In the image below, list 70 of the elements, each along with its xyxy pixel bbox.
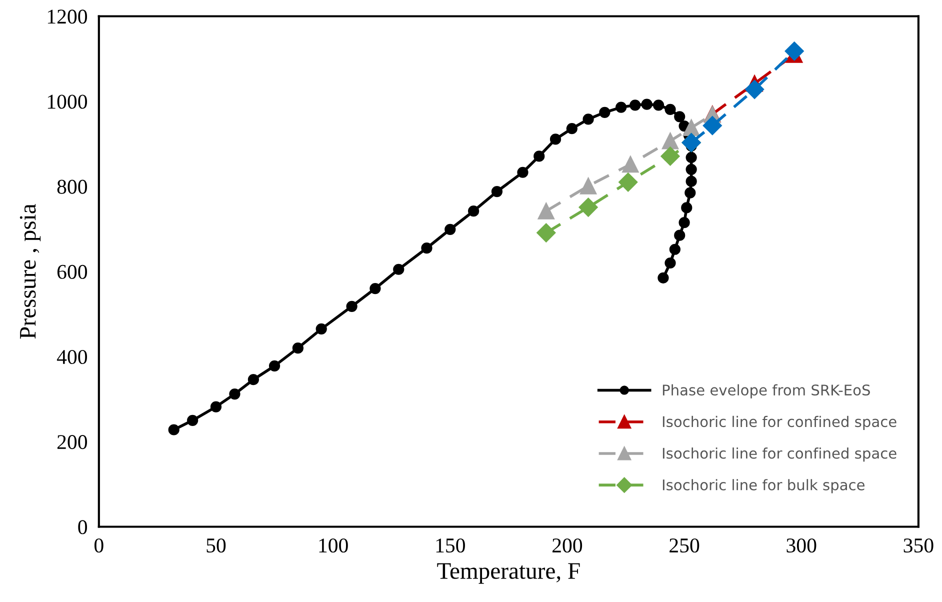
y-tick-label: 0 — [78, 520, 88, 534]
x-tick-label: 200 — [552, 538, 582, 553]
point — [393, 264, 404, 275]
point — [622, 156, 639, 173]
point — [421, 242, 432, 254]
point — [468, 206, 480, 217]
x-tick-label: 100 — [319, 538, 348, 553]
y-tick-label: 800 — [57, 180, 88, 194]
point — [534, 150, 545, 162]
point — [536, 223, 556, 242]
point — [641, 98, 652, 110]
point — [268, 360, 280, 372]
point — [686, 176, 697, 187]
point — [684, 187, 696, 198]
point — [784, 42, 804, 61]
point — [702, 116, 722, 136]
legend-label: Phase evelope from SRK-EoS — [662, 384, 870, 398]
point — [248, 374, 260, 386]
point — [662, 132, 679, 150]
point — [580, 178, 597, 194]
point — [658, 272, 669, 284]
point — [550, 134, 562, 145]
y-tick-label: 400 — [56, 350, 88, 364]
point — [674, 111, 686, 122]
x-tick-label: 50 — [206, 538, 226, 553]
x-axis-title: Temperature, F — [437, 563, 580, 584]
point — [616, 102, 627, 113]
x-tick-label: 0 — [94, 538, 104, 553]
point — [664, 257, 676, 269]
point — [370, 282, 381, 294]
point — [618, 172, 638, 192]
y-tick-label: 1000 — [48, 94, 88, 109]
point — [681, 202, 692, 214]
point — [346, 300, 358, 312]
y-axis-title: Pressure , psia — [20, 204, 41, 339]
point — [578, 198, 598, 217]
point — [444, 224, 456, 235]
point — [669, 244, 680, 255]
point — [745, 80, 764, 99]
y-tick-label: 600 — [57, 264, 88, 279]
point — [187, 414, 198, 426]
point — [517, 166, 528, 178]
point — [168, 424, 180, 436]
point — [630, 100, 641, 111]
x-tick-label: 300 — [786, 538, 816, 553]
point — [316, 323, 327, 334]
legend-label: Isochoric line for bulk space — [662, 479, 865, 494]
point — [292, 342, 304, 354]
point — [674, 230, 686, 241]
point — [678, 217, 690, 228]
legend-label: Isochoric line for confined space — [662, 416, 896, 430]
point — [229, 388, 240, 400]
y-tick-label: 200 — [57, 435, 88, 450]
point — [664, 104, 676, 115]
point — [538, 202, 554, 220]
x-tick-label: 250 — [670, 538, 700, 553]
point — [682, 119, 700, 136]
point — [566, 123, 578, 134]
legend-label: Isochoric line for confined space — [662, 447, 896, 462]
point — [686, 152, 697, 164]
point — [582, 114, 594, 125]
x-tick-label: 350 — [904, 538, 934, 553]
point — [599, 106, 610, 118]
x-tick-label: 150 — [436, 538, 465, 553]
y-tick-label: 1200 — [48, 10, 88, 24]
point — [491, 186, 503, 198]
point — [686, 164, 697, 175]
point — [660, 146, 680, 166]
point — [210, 401, 222, 412]
point — [652, 100, 664, 111]
